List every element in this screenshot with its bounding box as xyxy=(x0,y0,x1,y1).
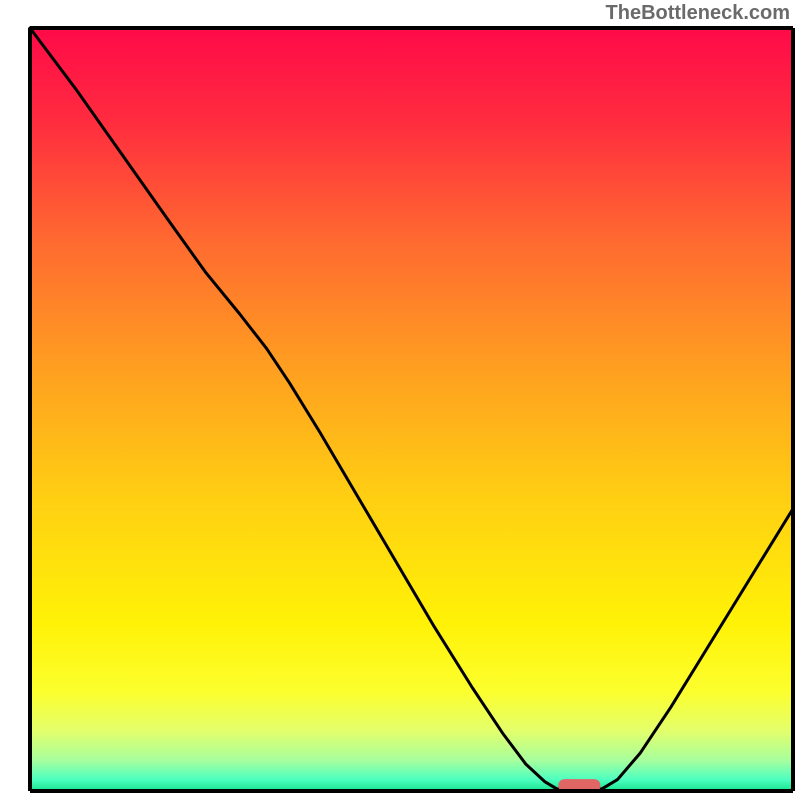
watermark-label: TheBottleneck.com xyxy=(606,2,790,25)
chart-background xyxy=(30,28,793,791)
bottleneck-chart xyxy=(0,0,800,800)
